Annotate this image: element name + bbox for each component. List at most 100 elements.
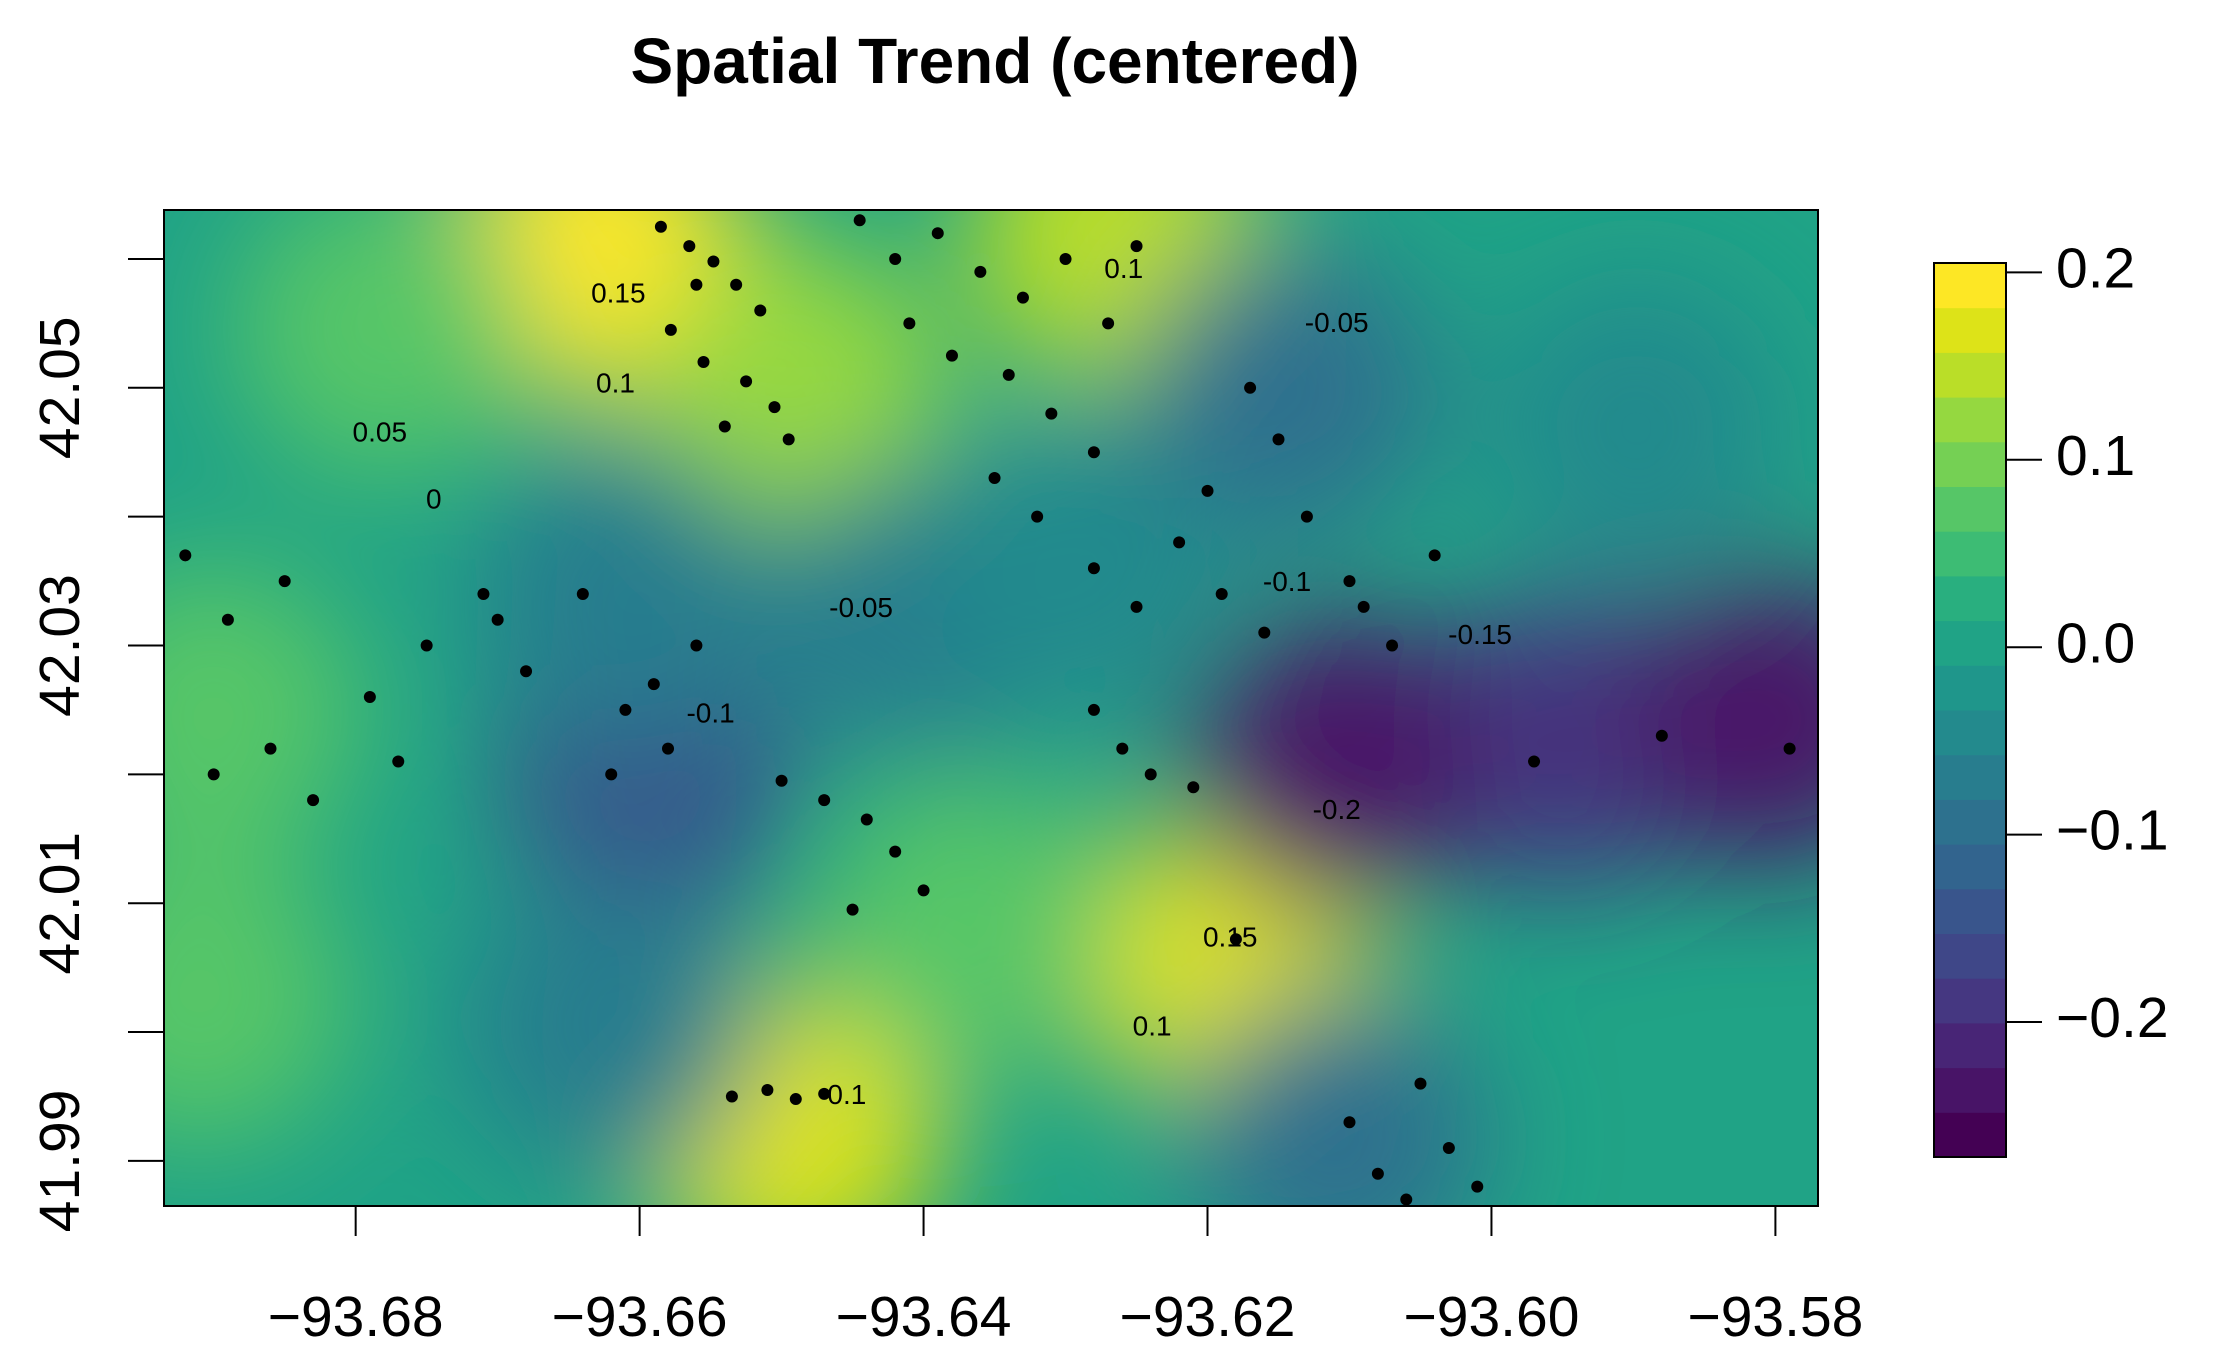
- point: [718, 420, 731, 433]
- colorbar-swatch: [1934, 441, 2006, 487]
- colorbar-swatch: [1934, 486, 2006, 532]
- y-tick-label: 41.99: [28, 1090, 92, 1233]
- point: [1059, 252, 1072, 265]
- point: [1173, 536, 1186, 549]
- colorbar-swatch: [1934, 933, 2006, 979]
- contour-label: 0.1: [1133, 1011, 1172, 1042]
- point: [1783, 742, 1796, 755]
- point: [1130, 600, 1143, 613]
- plot-frame: [163, 209, 1819, 1207]
- point: [789, 1093, 802, 1106]
- field-peak: [1486, 277, 1787, 578]
- point: [576, 587, 589, 600]
- colorbar-swatch: [1934, 397, 2006, 443]
- point: [889, 845, 902, 858]
- point: [1471, 1180, 1484, 1193]
- chart-title: Spatial Trend (centered): [630, 25, 1359, 97]
- point: [846, 903, 859, 916]
- point: [307, 794, 320, 807]
- contour-label: 0.15: [591, 277, 646, 308]
- colorbar-swatch: [1934, 531, 2006, 577]
- point: [1045, 407, 1058, 420]
- point: [860, 813, 873, 826]
- point: [1655, 729, 1668, 742]
- colorbar-swatch: [1934, 888, 2006, 934]
- point: [654, 220, 667, 233]
- field-peak: [647, 235, 948, 536]
- point: [207, 768, 220, 781]
- x-tick-label: −93.62: [1120, 1285, 1296, 1349]
- point: [1400, 1193, 1413, 1206]
- colorbar-swatch: [1934, 620, 2006, 666]
- point: [1371, 1167, 1384, 1180]
- point: [903, 317, 916, 330]
- point: [1087, 703, 1100, 716]
- point: [1343, 1116, 1356, 1129]
- colorbar-swatch: [1934, 710, 2006, 756]
- point: [931, 227, 944, 240]
- point: [707, 255, 720, 268]
- point: [697, 356, 710, 369]
- point: [945, 349, 958, 362]
- point: [1116, 742, 1129, 755]
- foreground: −93.68 −93.66 −93.64 −93.62 −93.60 −93.58 41.9…: [28, 209, 2169, 1349]
- point: [1215, 587, 1228, 600]
- point: [1229, 933, 1242, 946]
- point: [420, 639, 433, 652]
- point: [690, 639, 703, 652]
- point: [988, 472, 1001, 485]
- colorbar-tick-label: −0.1: [2056, 799, 2169, 863]
- colorbar-swatch: [1934, 844, 2006, 890]
- point: [730, 278, 743, 291]
- y-tick-label: 42.05: [28, 316, 92, 459]
- colorbar-swatch: [1934, 754, 2006, 800]
- point: [1087, 562, 1100, 575]
- contour-label: -0.1: [686, 697, 734, 728]
- contour-label: -0.05: [829, 592, 893, 623]
- field-peak: [1186, 611, 1487, 912]
- point: [683, 240, 696, 253]
- point: [1258, 626, 1271, 639]
- point: [1201, 484, 1214, 497]
- point: [1130, 240, 1143, 253]
- point: [1528, 755, 1541, 768]
- colorbar-swatch: [1934, 575, 2006, 622]
- point: [477, 587, 490, 600]
- point: [1386, 639, 1399, 652]
- colorbar-swatch: [1934, 1022, 2006, 1069]
- point: [1428, 549, 1441, 562]
- contour-label: -0.2: [1313, 794, 1361, 825]
- y-tick-label: 42.01: [28, 832, 92, 975]
- contour-label: -0.05: [1305, 307, 1369, 338]
- colorbar-swatch: [1934, 263, 2006, 309]
- point: [690, 278, 703, 291]
- point: [775, 774, 788, 787]
- colorbar-swatch: [1934, 307, 2006, 353]
- x-tick-label: −93.64: [836, 1285, 1012, 1349]
- point: [1087, 446, 1100, 459]
- point: [974, 265, 987, 278]
- contour-label: 0.1: [827, 1079, 866, 1110]
- colorbar-swatch: [1934, 1067, 2006, 1113]
- x-tick-label: −93.58: [1687, 1285, 1863, 1349]
- field-peak: [1186, 989, 1487, 1206]
- x-tick-label: −93.68: [268, 1285, 444, 1349]
- point: [768, 401, 781, 414]
- contour-label: 0.15: [1203, 922, 1258, 953]
- contour-label: 0: [426, 484, 442, 515]
- point: [754, 304, 767, 317]
- point: [1016, 291, 1029, 304]
- point: [664, 323, 677, 336]
- field: 0.15 0.1 0.05 0 -0.05 -0.1 -0.05 0.1 -0.1 -0.15 -0…: [164, 210, 1818, 1206]
- point: [818, 794, 831, 807]
- colorbar-tick-label: 0.1: [2056, 424, 2135, 488]
- field-peak: [931, 419, 1232, 720]
- field-peak: [1137, 241, 1438, 542]
- point: [1144, 768, 1157, 781]
- point: [221, 613, 234, 626]
- point: [264, 742, 277, 755]
- point: [647, 678, 660, 691]
- colorbar-tick-label: 0.0: [2056, 611, 2135, 675]
